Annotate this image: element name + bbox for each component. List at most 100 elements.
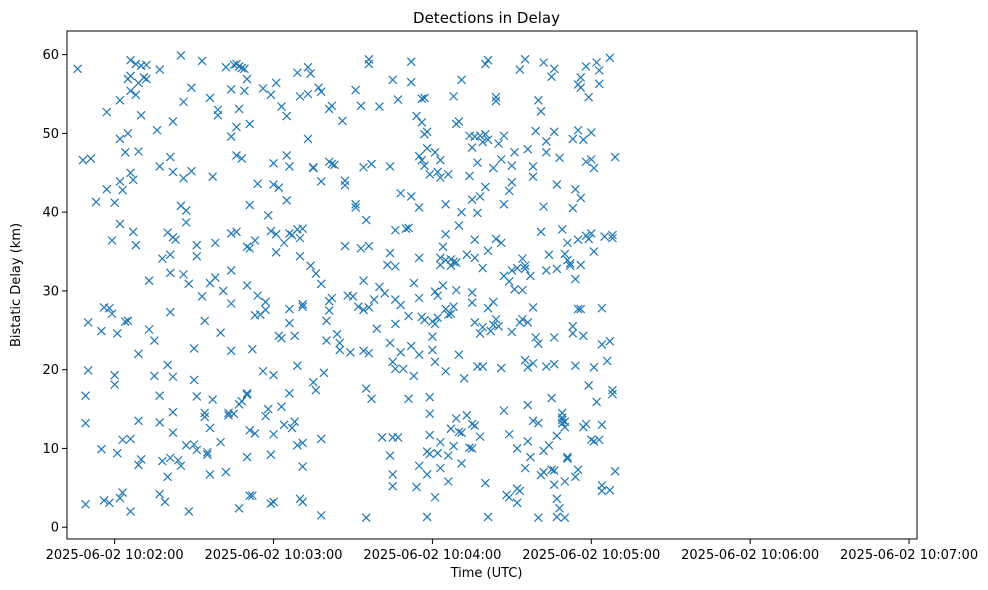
data-point [536,106,546,116]
data-point [483,135,493,145]
data-point [364,241,374,251]
data-point [425,169,435,179]
data-point [563,238,572,248]
data-point [295,233,305,243]
data-point [443,477,453,486]
data-point [192,240,202,250]
data-point [451,285,461,295]
data-point [332,329,342,339]
data-point [126,55,135,65]
data-point [480,129,490,139]
data-point [285,318,294,328]
data-point [356,243,366,253]
data-point [414,293,424,303]
data-point [547,465,557,475]
data-point [523,400,533,410]
data-point [96,444,106,454]
data-point [269,370,278,380]
data-point [541,147,551,157]
data-point [443,169,453,179]
data-point [269,180,278,190]
data-point [422,512,432,522]
data-point [605,336,615,346]
data-point [560,422,570,432]
data-point [261,305,271,315]
data-point [462,250,472,260]
data-point [473,158,482,167]
data-point [99,495,109,505]
data-point [226,346,236,356]
data-point [475,191,485,201]
data-point [285,228,294,238]
data-point [200,408,210,418]
data-point [126,168,135,178]
data-point [234,104,244,114]
data-point [149,371,159,381]
data-point [425,449,435,459]
data-point [406,341,416,351]
data-point [504,277,514,286]
data-point [412,482,421,492]
data-point [253,179,263,189]
data-point [104,498,114,508]
data-point [396,347,406,357]
data-point [165,250,175,260]
data-point [578,135,588,145]
data-point [221,62,231,72]
data-point [269,158,278,168]
data-point [157,456,167,466]
data-point [420,161,429,171]
data-point [295,91,305,101]
data-point [359,305,368,315]
data-point [250,236,260,245]
data-point [488,163,498,173]
data-point [457,458,466,468]
data-point [483,246,493,256]
data-point [271,247,281,257]
data-point [229,409,239,419]
x-tick-label: 2025-06-02 10:06:00 [681,548,819,563]
data-point [475,432,485,442]
data-point [340,176,350,186]
data-point [361,384,371,393]
data-point [465,171,474,181]
data-point [142,74,151,84]
data-point [523,144,533,154]
data-point [454,427,464,437]
data-point [155,162,165,171]
data-point [528,358,538,368]
data-point [541,362,551,371]
data-point [594,65,604,75]
data-point [78,155,88,165]
data-point [565,258,575,268]
data-point [269,497,278,507]
data-point [205,93,215,103]
data-point [441,229,451,239]
data-point [589,362,599,372]
data-point [303,62,313,72]
data-point [173,455,183,465]
data-point [200,412,210,422]
data-point [73,64,83,74]
data-point [581,157,591,167]
data-point [425,392,435,402]
y-tick-label: 60 [42,48,59,63]
data-point [110,370,120,380]
data-point [226,84,236,94]
data-point [563,452,572,462]
data-point [388,75,398,85]
data-point [427,332,437,342]
data-point [375,102,384,112]
data-point [568,134,578,144]
data-point [104,303,114,313]
data-point [155,391,165,401]
data-point [308,377,318,387]
data-point [134,460,143,470]
data-point [568,203,578,213]
data-point [81,499,90,509]
data-point [557,418,567,428]
data-point [221,467,231,477]
data-point [449,91,459,101]
data-point [115,219,125,229]
